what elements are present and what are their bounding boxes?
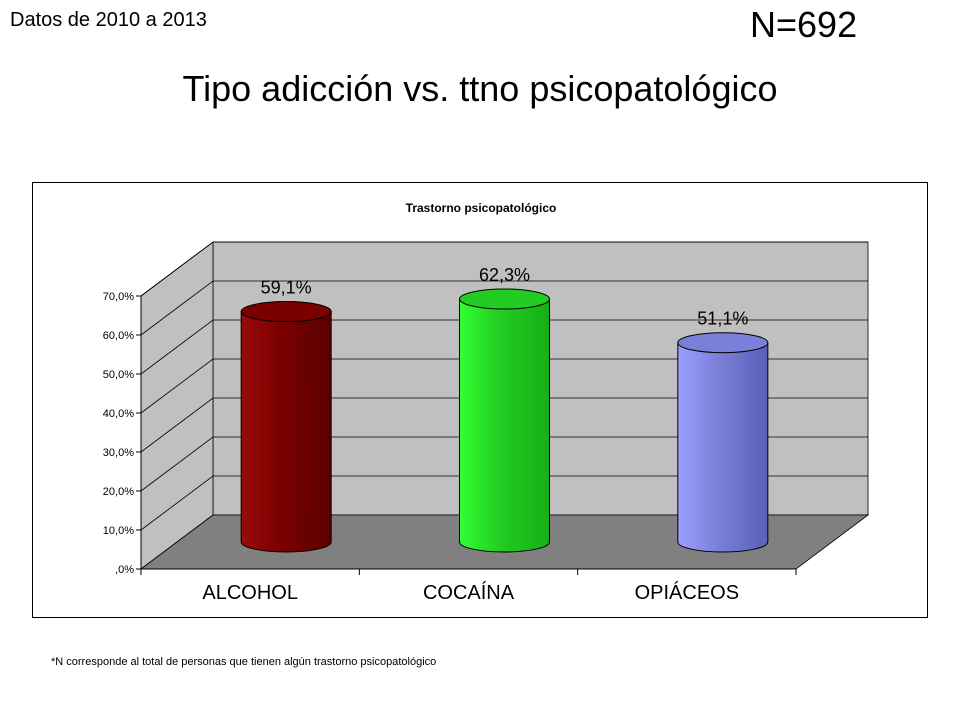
bar-top-alcohol [240, 301, 332, 323]
x-tick-label: COCAÍNA [423, 581, 515, 604]
bar-opiáceos [677, 342, 769, 553]
x-tick-label: ALCOHOL [202, 582, 298, 604]
gridline [140, 358, 868, 414]
bar-cocaína [459, 298, 550, 553]
bar-top-opiáceos [677, 332, 769, 354]
chart-title: Trastorno psicopatológico [406, 201, 557, 215]
sample-size-label: N=692 [750, 4, 858, 45]
y-tick-label: ,0% [115, 564, 134, 576]
gridline [140, 319, 868, 375]
data-label: 51,1% [697, 309, 748, 329]
page-title: Tipo adicción vs. ttno psicopatológico [182, 68, 778, 109]
gridline [140, 241, 868, 297]
bar-alcohol [240, 311, 332, 553]
y-tick-label: 30,0% [103, 447, 134, 459]
y-tick-label: 60,0% [103, 330, 134, 342]
footnote: *N corresponde al total de personas que … [51, 656, 437, 668]
gridline [140, 280, 868, 336]
date-range-note: Datos de 2010 a 2013 [10, 9, 207, 31]
x-tick-label: OPIÁCEOS [635, 581, 739, 604]
y-tick-label: 40,0% [103, 408, 134, 420]
y-tick-label: 20,0% [103, 486, 134, 498]
gridline [140, 475, 868, 531]
chart-frame: ,0% 10,0% 20,0% 30,0% 40,0% 50,0% 60,0% 70,0% Tr… [32, 182, 928, 618]
bar-chart: ,0% 10,0% 20,0% 30,0% 40,0% 50,0% 60,0% 70,0% Tr… [103, 201, 870, 604]
y-tick-label: 50,0% [103, 369, 134, 381]
y-tick-label: 70,0% [103, 291, 134, 303]
data-label: 59,1% [261, 278, 312, 298]
bar-top-cocaína [459, 288, 550, 310]
y-tick-label: 10,0% [103, 525, 134, 537]
chart-side-wall [140, 241, 214, 570]
data-label: 62,3% [479, 265, 530, 285]
gridline [140, 397, 868, 453]
gridline [140, 436, 868, 492]
